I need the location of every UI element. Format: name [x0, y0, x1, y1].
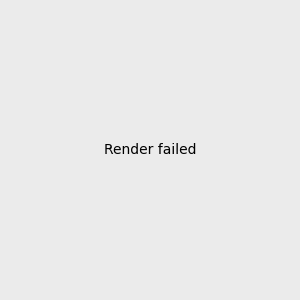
Text: Render failed: Render failed: [104, 143, 196, 157]
